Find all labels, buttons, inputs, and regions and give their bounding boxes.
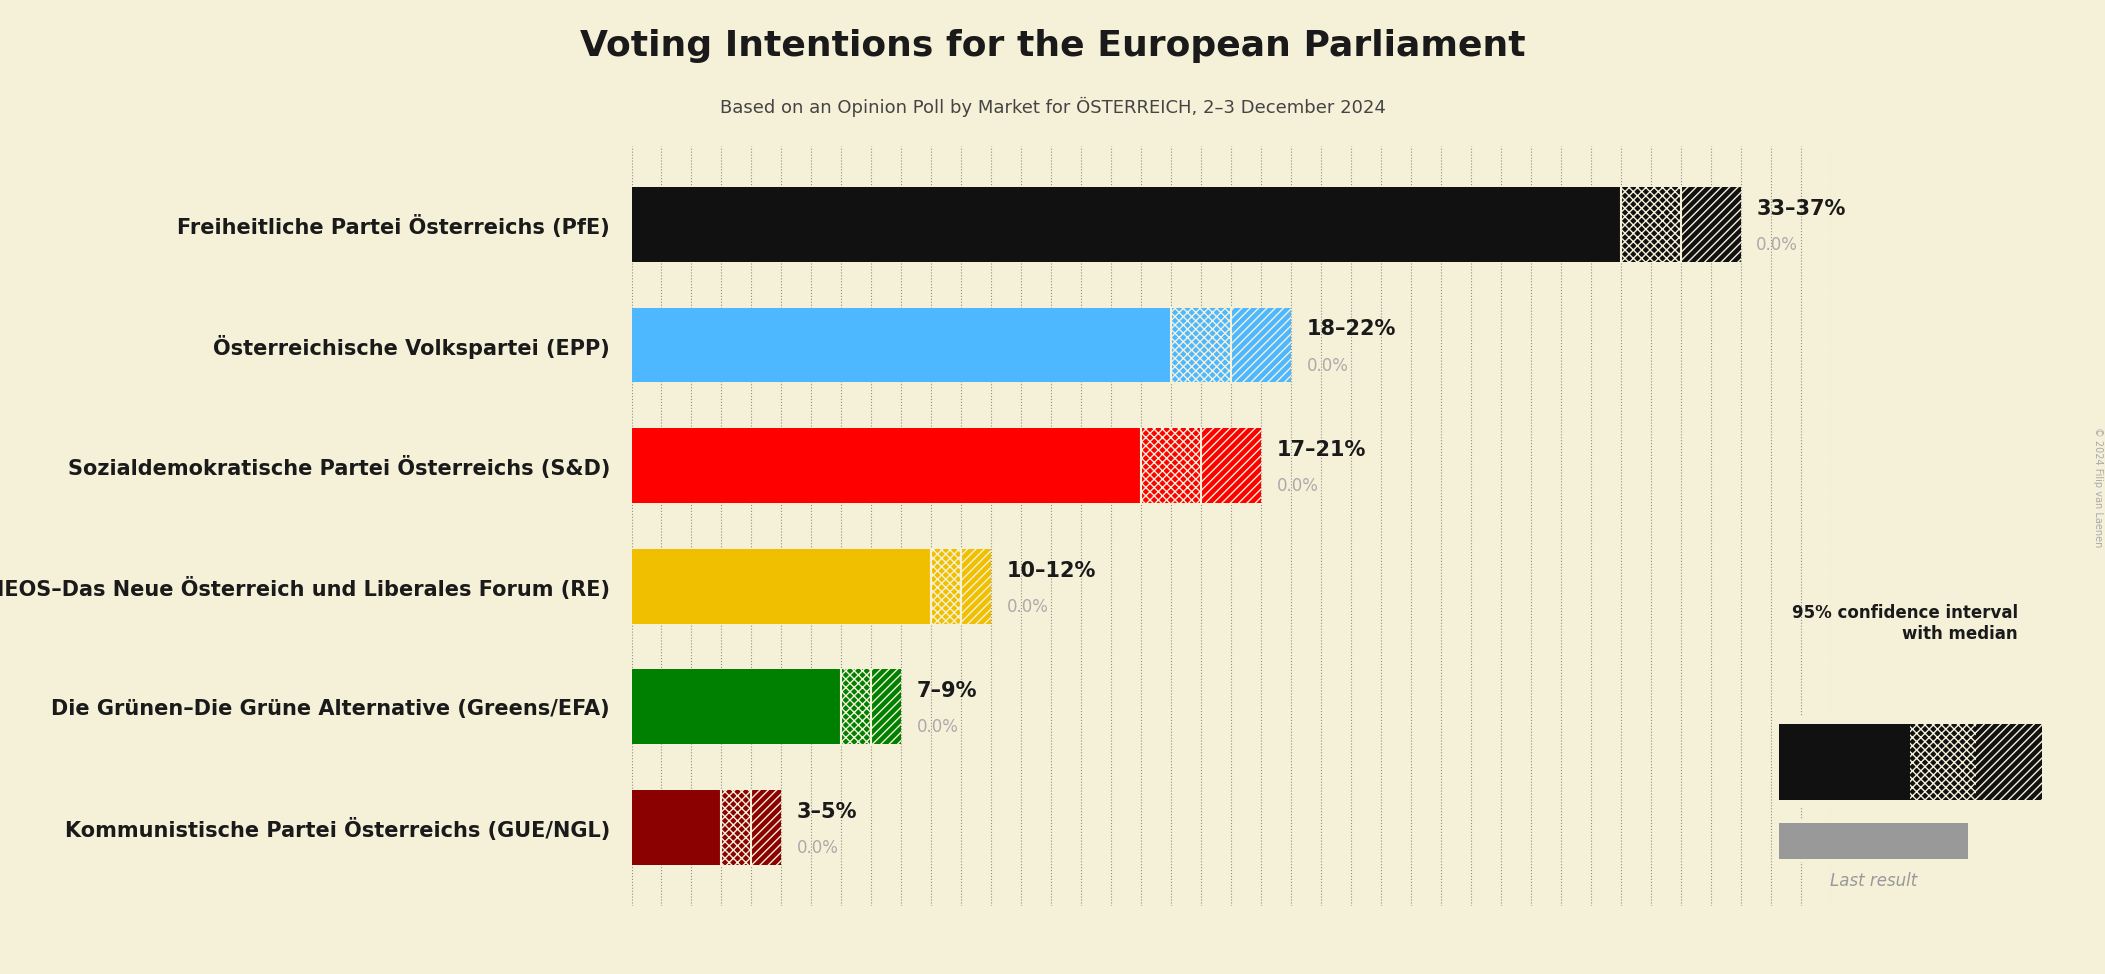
- Bar: [632, 429, 1141, 503]
- Text: 0.0%: 0.0%: [1006, 598, 1048, 616]
- Bar: [1231, 308, 1290, 383]
- Bar: [1977, 725, 2042, 800]
- Bar: [722, 790, 751, 865]
- Text: 0.0%: 0.0%: [1307, 356, 1349, 375]
- Bar: [632, 308, 1170, 383]
- Text: Based on an Opinion Poll by Market for ÖSTERREICH, 2–3 December 2024: Based on an Opinion Poll by Market for Ö…: [720, 97, 1385, 118]
- Text: 0.0%: 0.0%: [1276, 477, 1318, 495]
- Text: Voting Intentions for the European Parliament: Voting Intentions for the European Parli…: [579, 29, 1526, 63]
- Bar: [842, 669, 871, 744]
- Bar: [871, 669, 901, 744]
- Bar: [1170, 308, 1231, 383]
- Text: 0.0%: 0.0%: [916, 719, 958, 736]
- Bar: [632, 187, 1621, 262]
- Bar: [1911, 725, 1977, 800]
- Bar: [1621, 187, 1682, 262]
- Bar: [1202, 429, 1261, 503]
- Text: 3–5%: 3–5%: [796, 802, 857, 822]
- Bar: [1779, 725, 1911, 800]
- Text: Last result: Last result: [1829, 872, 1918, 889]
- Text: 10–12%: 10–12%: [1006, 561, 1097, 581]
- Text: 0.0%: 0.0%: [796, 839, 838, 857]
- Bar: [632, 790, 722, 865]
- Text: 7–9%: 7–9%: [916, 681, 977, 701]
- Text: 95% confidence interval
with median: 95% confidence interval with median: [1791, 604, 2019, 643]
- Text: 33–37%: 33–37%: [1756, 199, 1846, 219]
- Text: 18–22%: 18–22%: [1307, 319, 1396, 339]
- Text: 17–21%: 17–21%: [1276, 440, 1366, 460]
- Bar: [962, 549, 991, 623]
- Bar: [1141, 429, 1202, 503]
- Bar: [1779, 823, 1968, 859]
- Bar: [930, 549, 962, 623]
- Bar: [632, 669, 842, 744]
- Bar: [1682, 187, 1741, 262]
- Bar: [751, 790, 781, 865]
- Bar: [632, 549, 930, 623]
- Text: 0.0%: 0.0%: [1756, 236, 1798, 254]
- Text: © 2024 Filip van Laenen: © 2024 Filip van Laenen: [2092, 427, 2103, 547]
